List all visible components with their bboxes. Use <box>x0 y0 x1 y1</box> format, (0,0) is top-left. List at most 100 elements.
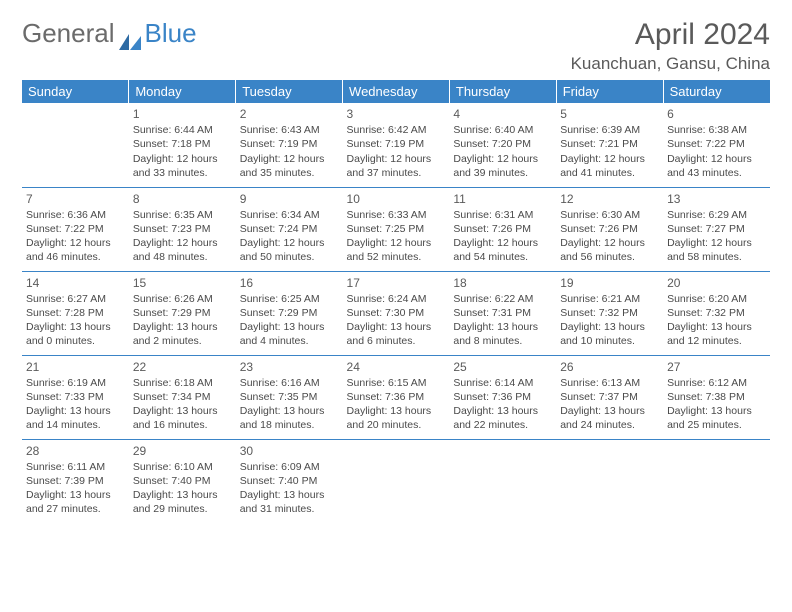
day-number: 10 <box>347 191 446 207</box>
day-number: 28 <box>26 443 125 459</box>
calendar-day-cell <box>449 439 556 523</box>
sunset-line: Sunset: 7:22 PM <box>667 137 766 151</box>
sunrise-line: Sunrise: 6:44 AM <box>133 123 232 137</box>
daylight-line: Daylight: 13 hours and 2 minutes. <box>133 320 232 348</box>
sunset-line: Sunset: 7:26 PM <box>453 222 552 236</box>
calendar-day-cell: 1Sunrise: 6:44 AMSunset: 7:18 PMDaylight… <box>129 103 236 187</box>
daylight-line: Daylight: 12 hours and 33 minutes. <box>133 152 232 180</box>
day-number: 20 <box>667 275 766 291</box>
daylight-line: Daylight: 12 hours and 37 minutes. <box>347 152 446 180</box>
calendar-week-row: 1Sunrise: 6:44 AMSunset: 7:18 PMDaylight… <box>22 103 770 187</box>
daylight-line: Daylight: 13 hours and 10 minutes. <box>560 320 659 348</box>
sunrise-line: Sunrise: 6:31 AM <box>453 208 552 222</box>
sunrise-line: Sunrise: 6:12 AM <box>667 376 766 390</box>
day-header: Thursday <box>449 80 556 103</box>
daylight-line: Daylight: 13 hours and 12 minutes. <box>667 320 766 348</box>
calendar-table: SundayMondayTuesdayWednesdayThursdayFrid… <box>22 80 770 523</box>
sunrise-line: Sunrise: 6:25 AM <box>240 292 339 306</box>
day-header: Wednesday <box>343 80 450 103</box>
calendar-day-cell: 21Sunrise: 6:19 AMSunset: 7:33 PMDayligh… <box>22 355 129 439</box>
day-number: 2 <box>240 106 339 122</box>
day-number: 7 <box>26 191 125 207</box>
calendar-day-cell: 3Sunrise: 6:42 AMSunset: 7:19 PMDaylight… <box>343 103 450 187</box>
sunset-line: Sunset: 7:36 PM <box>453 390 552 404</box>
sunset-line: Sunset: 7:39 PM <box>26 474 125 488</box>
sunrise-line: Sunrise: 6:34 AM <box>240 208 339 222</box>
logo: General Blue <box>22 18 197 49</box>
day-header: Tuesday <box>236 80 343 103</box>
day-number: 8 <box>133 191 232 207</box>
calendar-day-cell: 13Sunrise: 6:29 AMSunset: 7:27 PMDayligh… <box>663 187 770 271</box>
daylight-line: Daylight: 13 hours and 14 minutes. <box>26 404 125 432</box>
sunset-line: Sunset: 7:32 PM <box>667 306 766 320</box>
calendar-header-row: SundayMondayTuesdayWednesdayThursdayFrid… <box>22 80 770 103</box>
day-number: 15 <box>133 275 232 291</box>
daylight-line: Daylight: 12 hours and 39 minutes. <box>453 152 552 180</box>
sunrise-line: Sunrise: 6:43 AM <box>240 123 339 137</box>
sunset-line: Sunset: 7:23 PM <box>133 222 232 236</box>
day-number: 4 <box>453 106 552 122</box>
daylight-line: Daylight: 13 hours and 22 minutes. <box>453 404 552 432</box>
daylight-line: Daylight: 12 hours and 56 minutes. <box>560 236 659 264</box>
sunset-line: Sunset: 7:35 PM <box>240 390 339 404</box>
sunset-line: Sunset: 7:40 PM <box>133 474 232 488</box>
sunrise-line: Sunrise: 6:21 AM <box>560 292 659 306</box>
calendar-week-row: 21Sunrise: 6:19 AMSunset: 7:33 PMDayligh… <box>22 355 770 439</box>
day-number: 13 <box>667 191 766 207</box>
day-number: 14 <box>26 275 125 291</box>
day-header: Friday <box>556 80 663 103</box>
daylight-line: Daylight: 13 hours and 16 minutes. <box>133 404 232 432</box>
calendar-week-row: 28Sunrise: 6:11 AMSunset: 7:39 PMDayligh… <box>22 439 770 523</box>
calendar-day-cell: 28Sunrise: 6:11 AMSunset: 7:39 PMDayligh… <box>22 439 129 523</box>
calendar-day-cell: 29Sunrise: 6:10 AMSunset: 7:40 PMDayligh… <box>129 439 236 523</box>
daylight-line: Daylight: 12 hours and 50 minutes. <box>240 236 339 264</box>
daylight-line: Daylight: 13 hours and 4 minutes. <box>240 320 339 348</box>
daylight-line: Daylight: 12 hours and 58 minutes. <box>667 236 766 264</box>
sunset-line: Sunset: 7:37 PM <box>560 390 659 404</box>
calendar-day-cell: 20Sunrise: 6:20 AMSunset: 7:32 PMDayligh… <box>663 271 770 355</box>
calendar-week-row: 7Sunrise: 6:36 AMSunset: 7:22 PMDaylight… <box>22 187 770 271</box>
sunset-line: Sunset: 7:32 PM <box>560 306 659 320</box>
header: General Blue April 2024 Kuanchuan, Gansu… <box>22 18 770 74</box>
daylight-line: Daylight: 12 hours and 52 minutes. <box>347 236 446 264</box>
logo-text-2: Blue <box>145 18 197 49</box>
sunrise-line: Sunrise: 6:18 AM <box>133 376 232 390</box>
sunset-line: Sunset: 7:29 PM <box>240 306 339 320</box>
daylight-line: Daylight: 13 hours and 18 minutes. <box>240 404 339 432</box>
sunrise-line: Sunrise: 6:33 AM <box>347 208 446 222</box>
day-number: 25 <box>453 359 552 375</box>
sunrise-line: Sunrise: 6:24 AM <box>347 292 446 306</box>
calendar-day-cell: 15Sunrise: 6:26 AMSunset: 7:29 PMDayligh… <box>129 271 236 355</box>
sunset-line: Sunset: 7:40 PM <box>240 474 339 488</box>
sunset-line: Sunset: 7:33 PM <box>26 390 125 404</box>
calendar-day-cell: 26Sunrise: 6:13 AMSunset: 7:37 PMDayligh… <box>556 355 663 439</box>
day-header: Saturday <box>663 80 770 103</box>
calendar-day-cell: 7Sunrise: 6:36 AMSunset: 7:22 PMDaylight… <box>22 187 129 271</box>
sunset-line: Sunset: 7:26 PM <box>560 222 659 236</box>
day-number: 12 <box>560 191 659 207</box>
calendar-day-cell: 24Sunrise: 6:15 AMSunset: 7:36 PMDayligh… <box>343 355 450 439</box>
calendar-week-row: 14Sunrise: 6:27 AMSunset: 7:28 PMDayligh… <box>22 271 770 355</box>
daylight-line: Daylight: 12 hours and 41 minutes. <box>560 152 659 180</box>
sunset-line: Sunset: 7:27 PM <box>667 222 766 236</box>
sunrise-line: Sunrise: 6:38 AM <box>667 123 766 137</box>
sunrise-line: Sunrise: 6:16 AM <box>240 376 339 390</box>
daylight-line: Daylight: 12 hours and 54 minutes. <box>453 236 552 264</box>
calendar-body: 1Sunrise: 6:44 AMSunset: 7:18 PMDaylight… <box>22 103 770 523</box>
sunset-line: Sunset: 7:19 PM <box>347 137 446 151</box>
calendar-day-cell: 25Sunrise: 6:14 AMSunset: 7:36 PMDayligh… <box>449 355 556 439</box>
sunset-line: Sunset: 7:22 PM <box>26 222 125 236</box>
calendar-day-cell: 30Sunrise: 6:09 AMSunset: 7:40 PMDayligh… <box>236 439 343 523</box>
daylight-line: Daylight: 12 hours and 35 minutes. <box>240 152 339 180</box>
sunrise-line: Sunrise: 6:26 AM <box>133 292 232 306</box>
sunrise-line: Sunrise: 6:15 AM <box>347 376 446 390</box>
calendar-day-cell: 23Sunrise: 6:16 AMSunset: 7:35 PMDayligh… <box>236 355 343 439</box>
sunrise-line: Sunrise: 6:39 AM <box>560 123 659 137</box>
day-number: 27 <box>667 359 766 375</box>
daylight-line: Daylight: 13 hours and 0 minutes. <box>26 320 125 348</box>
sunrise-line: Sunrise: 6:30 AM <box>560 208 659 222</box>
day-number: 29 <box>133 443 232 459</box>
day-number: 22 <box>133 359 232 375</box>
day-number: 21 <box>26 359 125 375</box>
calendar-day-cell: 4Sunrise: 6:40 AMSunset: 7:20 PMDaylight… <box>449 103 556 187</box>
